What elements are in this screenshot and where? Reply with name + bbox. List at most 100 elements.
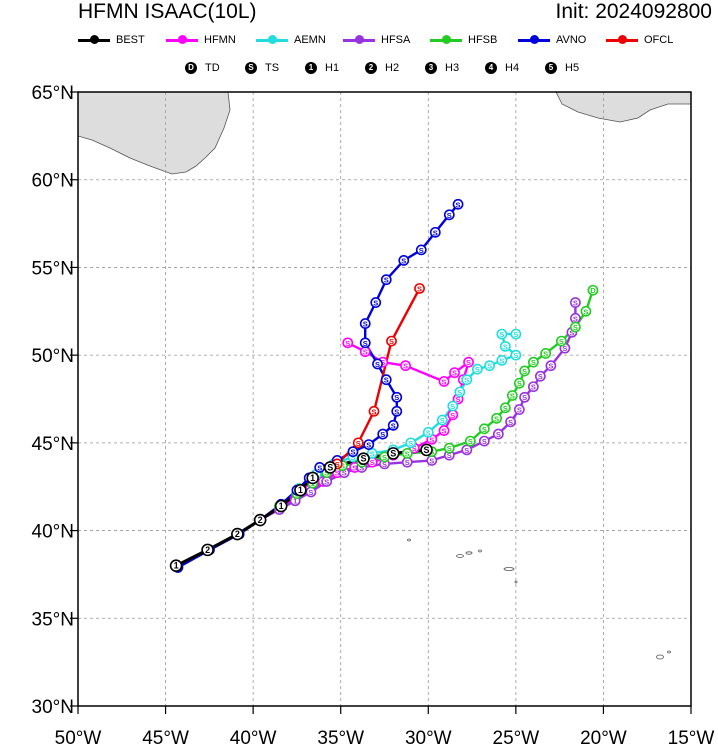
svg-text:S: S — [573, 323, 578, 332]
svg-text:2: 2 — [205, 545, 210, 555]
track-point-hfsb: S — [443, 442, 455, 454]
track-point-best: 1 — [169, 559, 183, 572]
track-point-hfmn: S — [447, 409, 459, 421]
track-point-hfsb: S — [499, 402, 511, 414]
svg-text:S: S — [494, 414, 499, 423]
svg-text:S: S — [380, 430, 385, 439]
svg-text:S: S — [429, 456, 434, 465]
svg-text:S: S — [394, 407, 399, 416]
track-point-hfsa: S — [321, 476, 333, 487]
svg-text:S: S — [559, 337, 564, 346]
svg-text:S: S — [499, 330, 504, 339]
svg-text:S: S — [450, 402, 455, 411]
legend-marker-icon — [268, 35, 277, 44]
intensity-symbol-icon: S — [245, 62, 257, 74]
svg-text:S: S — [384, 276, 389, 285]
svg-text:S: S — [324, 477, 329, 486]
track-point-hfmn: S — [342, 337, 354, 349]
svg-text:S: S — [543, 349, 548, 358]
legend-marker-icon — [90, 35, 99, 44]
track-markers: 122211SSSSSSSSSSSSSSSSSSS122211SSSSSSSSS… — [169, 198, 599, 573]
svg-text:S: S — [373, 299, 378, 308]
track-point-avno: S — [363, 439, 375, 451]
track-point-hfsb: S — [519, 365, 531, 377]
azores-islands — [407, 538, 671, 660]
svg-text:S: S — [482, 425, 487, 434]
svg-text:S: S — [350, 448, 355, 457]
x-tick-label: 40°W — [230, 728, 277, 749]
svg-text:S: S — [429, 435, 434, 444]
svg-text:S: S — [450, 411, 455, 420]
track-point-hfmn: S — [463, 356, 474, 368]
legend-marker-icon — [530, 35, 539, 44]
intensity-symbol-icon: 3 — [425, 62, 437, 74]
track-point-aemn: S — [496, 355, 508, 366]
track-point-hfsb: D — [587, 284, 599, 296]
y-axis: 30°N 35°N 40°N 45°N 50°N 55°N 60°N 65°N — [32, 83, 78, 718]
svg-text:S: S — [345, 339, 350, 348]
svg-text:S: S — [531, 358, 536, 367]
x-tick-label: 35°W — [317, 728, 364, 749]
svg-text:S: S — [352, 463, 357, 472]
track-point-ofcl: S — [368, 405, 380, 417]
legend-label: HFMN — [204, 34, 236, 46]
svg-text:S: S — [447, 211, 452, 220]
svg-text:S: S — [366, 441, 371, 450]
svg-text:S: S — [408, 439, 413, 448]
svg-text:S: S — [464, 376, 469, 385]
track-point-hfsa: S — [461, 444, 473, 456]
init-time-label: Init: 2024092800 — [555, 0, 712, 23]
track-point-hfsa: S — [519, 391, 531, 403]
track-point-hfsa: S — [305, 486, 317, 498]
track-point-avno: S — [398, 255, 410, 266]
y-tick-label: 50°N — [32, 346, 74, 367]
track-point-hfsa: S — [513, 404, 525, 415]
track-point-aemn: S — [496, 328, 508, 340]
legend-marker-icon — [355, 35, 364, 44]
track-point-avno: S — [359, 318, 371, 329]
track-point-best: S — [357, 452, 370, 465]
track-point-hfsb: S — [527, 356, 539, 368]
x-tick-label: 15°W — [668, 728, 715, 749]
intensity-label: H2 — [385, 62, 400, 74]
svg-text:S: S — [371, 407, 376, 416]
track-point-hfsb: S — [540, 347, 552, 359]
svg-text:S: S — [456, 395, 461, 404]
svg-text:S: S — [487, 362, 492, 371]
svg-text:S: S — [456, 200, 461, 209]
svg-text:S: S — [308, 488, 313, 497]
track-point-hfsa: S — [505, 416, 517, 428]
track-point-hfsa: S — [426, 454, 438, 466]
svg-text:S: S — [517, 379, 522, 388]
svg-text:S: S — [442, 377, 447, 386]
track-point-best: 2 — [231, 527, 244, 541]
svg-text:2: 2 — [258, 515, 263, 525]
svg-text:1: 1 — [174, 561, 179, 571]
svg-text:S: S — [401, 256, 406, 265]
track-point-avno: S — [443, 209, 455, 221]
svg-text:S: S — [412, 444, 417, 453]
svg-text:S: S — [468, 437, 473, 446]
svg-text:S: S — [317, 463, 322, 472]
track-point-best: 2 — [201, 543, 214, 557]
x-tick-label: 45°W — [142, 728, 189, 749]
svg-text:S: S — [359, 463, 364, 472]
legend-marker-icon — [442, 35, 451, 44]
track-point-best: S — [323, 461, 337, 474]
track-point-aemn: S — [436, 414, 448, 426]
track-point-avno: S — [380, 274, 392, 286]
svg-text:S: S — [447, 444, 452, 453]
svg-text:S: S — [499, 356, 504, 365]
x-axis: 50°W 45°W 40°W 35°W 30°W 25°W 20°W 15°W — [55, 706, 715, 749]
svg-text:S: S — [405, 449, 410, 458]
track-point-avno: S — [314, 462, 326, 473]
legend-label: HFSA — [381, 34, 411, 46]
track-point-hfsa: S — [570, 312, 581, 324]
svg-text:S: S — [522, 393, 527, 402]
track-point-aemn: S — [499, 340, 511, 352]
track-point-avno: S — [372, 358, 383, 370]
track-point-hfmn: S — [400, 360, 411, 372]
svg-text:S: S — [569, 328, 574, 337]
svg-text:S: S — [457, 388, 462, 397]
svg-text:S: S — [394, 393, 399, 402]
